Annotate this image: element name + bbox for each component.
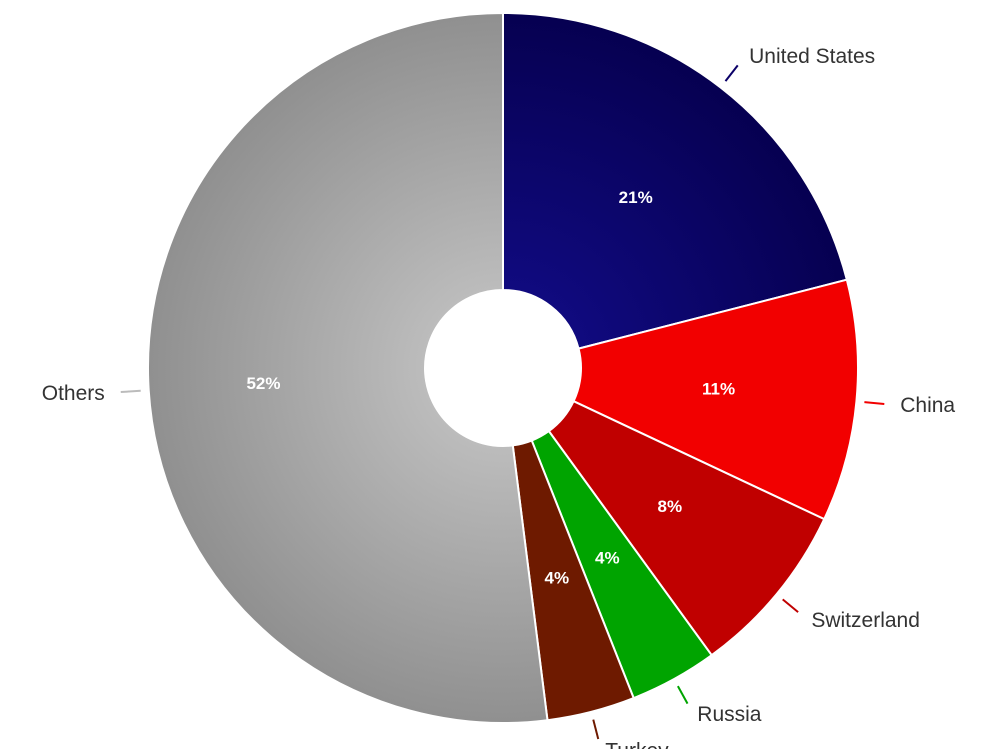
leader-line-china [864,401,885,406]
slice-value-label-turkey: 4% [545,569,570,588]
leader-line-united-states [724,64,739,82]
category-label-russia: Russia [697,703,762,726]
slice-china[interactable] [572,278,859,521]
leader-line-turkey [592,719,600,740]
leader-line-others [120,389,141,394]
slices-group [147,11,859,724]
slice-value-label-russia: 4% [595,549,620,568]
slice-value-label-others: 52% [246,374,280,393]
slice-labels-group: 21% 11% 8% 4% 4% 52% [246,188,735,588]
slice-value-label-united-states: 21% [619,188,653,207]
slice-others[interactable] [147,11,549,724]
category-labels-group: United States China Switzerland Russia Turke… [42,45,956,749]
leader-line-russia [677,685,689,705]
category-label-others: Others [42,382,105,405]
slice-united-states[interactable] [502,11,849,350]
leader-line-switzerland [782,598,799,613]
slice-value-label-switzerland: 8% [658,497,683,516]
category-label-switzerland: Switzerland [811,609,920,632]
slice-value-label-china: 11% [702,379,735,398]
slice-switzerland[interactable] [547,399,826,657]
category-label-turkey: Turkey [605,740,669,749]
category-label-china: China [900,394,955,417]
category-label-united-states: United States [749,45,875,68]
leader-lines-group [120,64,885,740]
